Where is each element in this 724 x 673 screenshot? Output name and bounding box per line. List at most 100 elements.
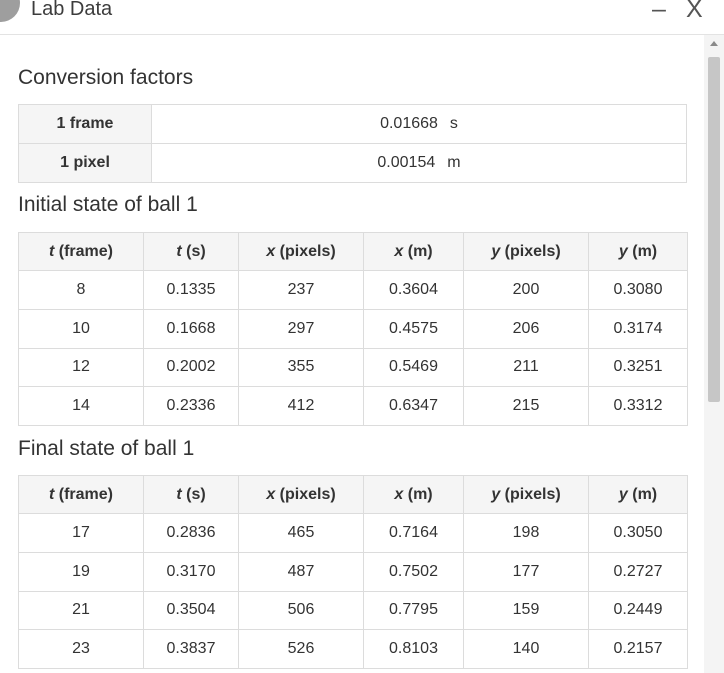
column-header: t (frame) (18, 232, 144, 271)
column-header: t (s) (143, 475, 239, 514)
column-header: y (m) (588, 232, 688, 271)
column-header: x (m) (363, 475, 464, 514)
conversion-value: 0.00154 m (151, 143, 687, 183)
table-cell: 0.3174 (588, 308, 688, 349)
table-cell: 0.2002 (143, 347, 239, 388)
table-cell: 0.8103 (363, 629, 464, 669)
table-cell: 140 (463, 629, 589, 669)
vertical-scrollbar[interactable] (704, 35, 724, 673)
conversion-number: 0.00154 (377, 154, 436, 171)
table-cell: 487 (238, 551, 364, 592)
column-unit: (s) (186, 485, 206, 503)
table-header-row: t (frame) t (s) x (pixels) x (m) y (pixels) y… (18, 232, 688, 271)
column-header: x (pixels) (238, 475, 364, 514)
column-unit: (frame) (58, 485, 113, 503)
table-cell: 10 (18, 308, 144, 349)
column-header: t (s) (143, 232, 239, 271)
table-cell: 21 (18, 590, 144, 631)
table-cell: 297 (238, 308, 364, 349)
table-cell: 0.6347 (363, 386, 464, 426)
column-header: x (pixels) (238, 232, 364, 271)
column-unit: (s) (186, 242, 206, 260)
column-unit: (pixels) (504, 242, 561, 260)
initial-state-table: t (frame) t (s) x (pixels) x (m) y (pixels) y… (18, 232, 688, 426)
conversion-number: 0.01668 (380, 115, 438, 132)
table-cell: 0.1668 (143, 308, 239, 349)
table-cell: 526 (238, 629, 364, 669)
table-row: 17 0.2836 465 0.7164 198 0.3050 (18, 513, 688, 553)
table-cell: 19 (18, 551, 144, 592)
conversion-table: 1 frame 0.01668 s 1 pixel 0.00154 m (18, 104, 687, 183)
conversion-value: 0.01668 s (151, 104, 687, 144)
table-cell: 215 (463, 386, 589, 426)
table-cell: 0.3837 (143, 629, 239, 669)
column-variable: t (48, 242, 55, 260)
table-cell: 465 (238, 513, 364, 553)
scrollbar-thumb[interactable] (708, 57, 720, 402)
table-row: 1 frame 0.01668 s (18, 104, 687, 144)
conversion-factors-heading: Conversion factors (18, 66, 194, 89)
table-header-row: t (frame) t (s) x (pixels) x (m) y (pixels) y… (18, 475, 688, 514)
table-cell: 0.4575 (363, 308, 464, 349)
table-cell: 355 (238, 347, 364, 388)
table-row: 21 0.3504 506 0.7795 159 0.2449 (18, 590, 688, 631)
table-cell: 206 (463, 308, 589, 349)
table-cell: 23 (18, 629, 144, 669)
table-row: 14 0.2336 412 0.6347 215 0.3312 (18, 386, 688, 426)
column-variable: x (266, 242, 276, 260)
table-cell: 198 (463, 513, 589, 553)
table-cell: 0.2157 (588, 629, 688, 669)
table-cell: 0.2336 (143, 386, 239, 426)
table-row: 23 0.3837 526 0.8103 140 0.2157 (18, 629, 688, 669)
scroll-up-arrow-icon[interactable] (710, 41, 718, 46)
column-header: y (m) (588, 475, 688, 514)
column-header: y (pixels) (463, 475, 589, 514)
table-cell: 12 (18, 347, 144, 388)
table-cell: 0.3504 (143, 590, 239, 631)
table-cell: 0.3170 (143, 551, 239, 592)
table-cell: 412 (238, 386, 364, 426)
final-state-table: t (frame) t (s) x (pixels) x (m) y (pixels) y… (18, 475, 688, 669)
initial-state-heading: Initial state of ball 1 (18, 193, 198, 216)
final-state-heading: Final state of ball 1 (18, 437, 195, 460)
table-cell: 0.5469 (363, 347, 464, 388)
table-cell: 0.3050 (588, 513, 688, 553)
column-variable: x (394, 242, 404, 260)
table-cell: 0.1335 (143, 270, 239, 310)
column-variable: y (618, 242, 628, 260)
column-variable: x (266, 485, 276, 503)
close-button[interactable]: X (686, 0, 703, 23)
table-cell: 0.3080 (588, 270, 688, 310)
table-row: 10 0.1668 297 0.4575 206 0.3174 (18, 308, 688, 349)
table-cell: 0.7164 (363, 513, 464, 553)
table-cell: 0.2727 (588, 551, 688, 592)
table-cell: 0.2836 (143, 513, 239, 553)
column-unit: (pixels) (279, 485, 336, 503)
column-unit: (m) (632, 242, 658, 260)
table-cell: 0.7502 (363, 551, 464, 592)
window-title: Lab Data (31, 0, 113, 20)
column-unit: (frame) (58, 242, 113, 260)
table-cell: 14 (18, 386, 144, 426)
table-cell: 0.3312 (588, 386, 688, 426)
conversion-label: 1 frame (18, 104, 152, 144)
column-header: t (frame) (18, 475, 144, 514)
table-cell: 0.2449 (588, 590, 688, 631)
table-row: 12 0.2002 355 0.5469 211 0.3251 (18, 347, 688, 388)
minimize-button[interactable]: – (652, 0, 666, 23)
column-unit: (pixels) (504, 485, 561, 503)
table-cell: 0.3251 (588, 347, 688, 388)
column-variable: y (618, 485, 628, 503)
conversion-label: 1 pixel (18, 143, 152, 183)
table-cell: 177 (463, 551, 589, 592)
table-cell: 237 (238, 270, 364, 310)
column-variable: x (394, 485, 404, 503)
app-icon (0, 0, 20, 22)
title-bar: Lab Data – X (0, 0, 724, 35)
column-unit: (m) (407, 485, 433, 503)
table-row: 1 pixel 0.00154 m (18, 143, 687, 183)
table-cell: 200 (463, 270, 589, 310)
table-cell: 0.3604 (363, 270, 464, 310)
table-row: 8 0.1335 237 0.3604 200 0.3080 (18, 270, 688, 310)
column-variable: t (176, 242, 182, 260)
